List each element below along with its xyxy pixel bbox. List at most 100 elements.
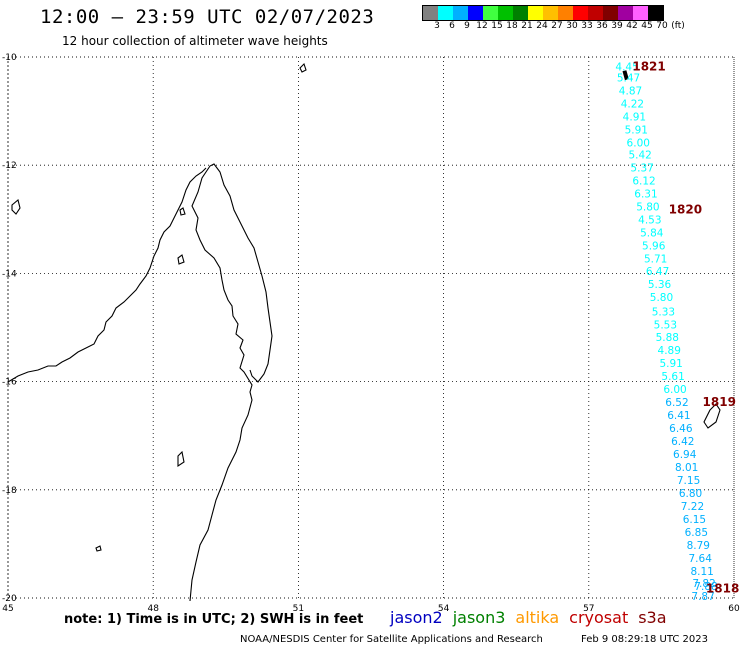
axis-labels: 45 48 51 54 57 60 -10 -12 -14 -16 -18 -20: [2, 53, 740, 614]
wave-height-label: 4.89: [658, 345, 681, 357]
mauritius-island: [703, 403, 721, 429]
wave-height-label: 6.46: [669, 423, 693, 435]
color-swatch: [468, 6, 483, 20]
pass-number-label: 1821: [632, 60, 665, 74]
wave-height-label: 4.45: [615, 62, 638, 74]
lat-label: -12: [2, 161, 17, 171]
color-swatch: [588, 6, 603, 20]
mayotte-island: [177, 254, 185, 265]
lon-label: 48: [147, 604, 159, 614]
lat-lon-grid: [7, 56, 735, 599]
lon-label: 60: [728, 604, 740, 614]
pass-number-label: 1818: [706, 581, 739, 595]
wave-height-label: 8.11: [690, 566, 713, 578]
wave-height-label: 4.87: [619, 86, 642, 98]
note-text: note: 1) Time is in UTC; 2) SWH is in fe…: [64, 612, 364, 627]
track-segment: [622, 70, 629, 81]
color-swatch: [603, 6, 618, 20]
color-swatch: [513, 6, 528, 20]
color-scale-label: 9: [464, 21, 470, 31]
color-scale-label: 3: [434, 21, 440, 31]
color-swatch: [618, 6, 633, 20]
wave-height-label: 5.91: [659, 358, 682, 370]
lat-label: -18: [2, 486, 17, 496]
color-scale-label: 6: [449, 21, 455, 31]
color-swatch: [558, 6, 573, 20]
wave-height-label: 6.00: [663, 384, 686, 396]
wave-height-label: 6.80: [679, 488, 702, 500]
color-scale-label: 45: [641, 21, 653, 31]
legend-altika: altika: [515, 608, 560, 627]
altimeter-track: [622, 70, 629, 81]
coastline: [7, 62, 721, 602]
color-scale-label: (ft): [671, 21, 685, 31]
wave-height-label: 5.80: [636, 201, 659, 213]
pass-labels: 1821 1820 1819 1818: [632, 60, 739, 596]
wave-height-label: 6.00: [627, 137, 650, 149]
wave-height-label: 5.37: [630, 162, 653, 174]
color-scale-label: 30: [566, 21, 578, 31]
lat-label: -14: [2, 269, 17, 279]
color-scale-label: 18: [506, 21, 518, 31]
color-scale-label: 70: [656, 21, 668, 31]
wave-height-label: 5.80: [650, 292, 673, 304]
wave-height-label: 5.96: [642, 240, 666, 252]
wave-height-label: 5.33: [652, 306, 675, 318]
europa-island: [95, 545, 102, 552]
wave-height-label: 6.12: [632, 175, 655, 187]
wave-height-label: 4.22: [621, 99, 644, 111]
wave-height-label: 6.31: [634, 188, 657, 200]
lat-label: -16: [2, 378, 17, 388]
wave-height-label: 6.42: [671, 436, 694, 448]
map-title: 12:00 – 23:59 UTC 02/07/2023: [40, 6, 375, 28]
color-scale-label: 21: [521, 21, 533, 31]
wave-height-label: 6.15: [683, 514, 706, 526]
color-scale-label: 33: [581, 21, 593, 31]
wave-height-labels: 4.455.474.874.224.915.916.005.425.376.12…: [615, 62, 717, 603]
wave-height-label: 5.36: [648, 279, 672, 291]
color-swatch: [453, 6, 468, 20]
wave-height-label: 7.22: [681, 501, 704, 513]
wave-height-label: 8.01: [675, 462, 698, 474]
lat-label: -10: [2, 53, 17, 63]
lon-label: 45: [2, 604, 13, 614]
pass-number-label: 1819: [703, 395, 736, 409]
color-swatch: [633, 6, 648, 20]
wave-height-label: 6.85: [685, 527, 708, 539]
madagascar-coastline: [189, 163, 273, 602]
wave-height-label: 5.53: [654, 319, 677, 331]
color-scale-label: 24: [536, 21, 548, 31]
wave-height-label: 5.91: [625, 124, 648, 136]
color-scale-label: 15: [491, 21, 503, 31]
wave-height-label: 7.88: [694, 581, 717, 593]
color-swatch: [483, 6, 498, 20]
color-swatch: [543, 6, 558, 20]
color-scale-label: 36: [596, 21, 608, 31]
wave-height-label: 6.47: [646, 266, 669, 278]
color-swatch: [438, 6, 453, 20]
color-scale-label: 12: [476, 21, 488, 31]
comoros-island: [179, 207, 186, 216]
color-scale-labels: 3 6 9 12 15 18 21 24 27 30 33 36 39 42 45 70 (ft): [422, 21, 740, 33]
wave-height-label: 5.47: [617, 73, 640, 85]
legend-jason3: jason3: [452, 608, 506, 627]
wave-height-label: 6.41: [667, 410, 690, 422]
color-scale-label: 27: [551, 21, 563, 31]
map-frame: [7, 56, 735, 599]
color-swatch: [528, 6, 543, 20]
color-scale-label: 39: [611, 21, 623, 31]
lon-label: 57: [583, 604, 594, 614]
wave-height-label: 4.91: [623, 112, 646, 124]
satellite-legend: jason2 jason3 altika cryosat s3a: [390, 608, 677, 627]
wave-height-label: 5.61: [661, 371, 684, 383]
lon-label: 51: [293, 604, 304, 614]
color-swatch: [423, 6, 438, 20]
wave-height-label: 5.71: [644, 253, 667, 265]
color-swatch: [573, 6, 588, 20]
map-subtitle: 12 hour collection of altimeter wave hei…: [62, 34, 328, 48]
legend-s3a: s3a: [638, 608, 667, 627]
wave-height-label: 4.53: [638, 214, 661, 226]
footer-credit: NOAA/NESDIS Center for Satellite Applica…: [240, 634, 543, 645]
seychelles-island: [299, 62, 307, 73]
lon-label: 54: [438, 604, 450, 614]
